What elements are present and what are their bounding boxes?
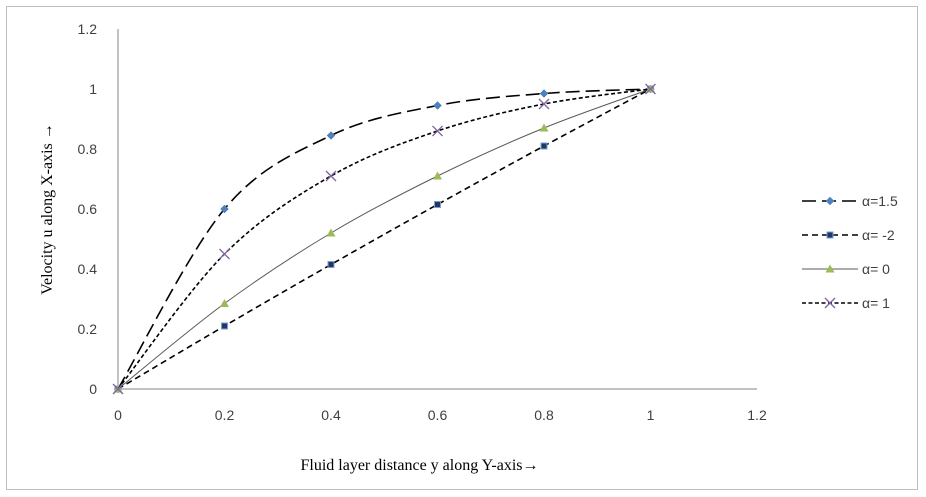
data-point <box>433 171 442 180</box>
axes <box>117 29 757 390</box>
series-3 <box>112 83 656 395</box>
series-0 <box>113 84 655 394</box>
data-point <box>539 89 549 98</box>
plot-series <box>112 83 656 395</box>
y-tick-label: 0.6 <box>78 201 98 217</box>
data-point <box>326 228 336 237</box>
chart-frame <box>6 6 918 490</box>
data-point <box>325 170 337 182</box>
legend-item: α= 1 <box>802 295 890 311</box>
data-point <box>645 83 656 95</box>
y-tick-label: 0.2 <box>78 321 98 337</box>
x-tick-label: 1 <box>647 407 655 423</box>
data-point <box>540 142 548 150</box>
data-point <box>433 101 442 110</box>
x-axis-title: Fluid layer distance y along Y-axis→ <box>300 457 538 474</box>
data-point <box>327 261 335 268</box>
x-tick-label: 1.2 <box>747 407 767 423</box>
y-tick-label: 0 <box>89 381 97 397</box>
y-tick-label: 1 <box>89 81 97 97</box>
legend-marker <box>825 264 835 273</box>
y-tick-labels: 0 0.2 0.4 0.6 0.8 1 1.2 <box>78 21 98 397</box>
y-tick-label: 0.8 <box>78 141 98 157</box>
data-point <box>220 204 229 214</box>
data-point <box>219 248 230 260</box>
data-point <box>326 131 336 140</box>
y-tick-label: 1.2 <box>78 21 98 37</box>
legend-label: α= -2 <box>862 227 895 243</box>
data-point <box>434 201 441 208</box>
series-line <box>117 88 651 390</box>
data-point <box>220 299 229 307</box>
data-point <box>112 383 124 395</box>
x-tick-label: 0 <box>114 407 122 423</box>
data-point <box>538 98 550 110</box>
legend-label: α= 0 <box>862 261 890 277</box>
legend-item: α= 0 <box>802 261 890 277</box>
legend-item: α=1.5 <box>802 193 898 209</box>
legend-marker <box>825 196 835 206</box>
data-point <box>432 125 443 137</box>
y-tick-label: 0.4 <box>78 261 98 277</box>
series-1 <box>114 85 654 393</box>
series-line <box>117 88 651 390</box>
x-tick-labels: 0 0.2 0.4 0.6 0.8 1 1.2 <box>114 407 767 423</box>
data-point <box>539 123 549 132</box>
x-tick-label: 0.4 <box>321 407 341 423</box>
legend-marker <box>824 297 836 309</box>
data-point <box>221 322 228 330</box>
x-tick-label: 0.2 <box>215 407 235 423</box>
legend-label: α= 1 <box>862 295 890 311</box>
legend: α=1.5 α= -2 α= 0 α= 1 <box>802 193 898 311</box>
x-tick-label: 0.6 <box>428 407 448 423</box>
series-line <box>117 88 651 390</box>
series-line <box>117 88 651 390</box>
x-tick-label: 0.8 <box>534 407 554 423</box>
y-axis-title: Velocity u along X-axis → <box>39 123 56 295</box>
legend-label: α=1.5 <box>862 193 898 209</box>
legend-marker <box>826 231 834 239</box>
legend-item: α= -2 <box>802 227 895 243</box>
